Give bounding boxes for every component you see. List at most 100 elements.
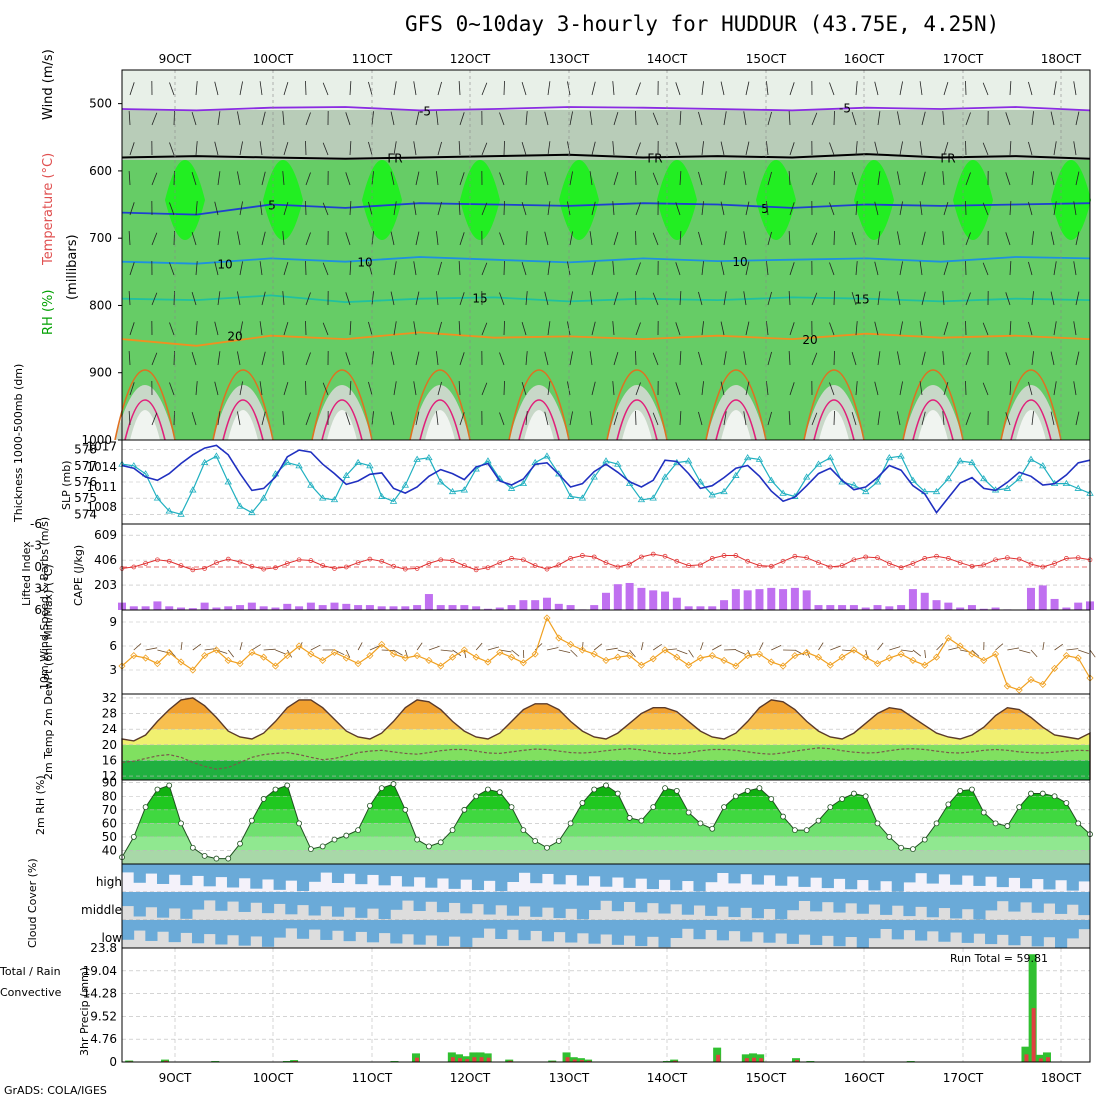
thickness-marker — [389, 497, 398, 504]
cloud-cell — [191, 892, 205, 910]
wind-barb — [982, 262, 989, 276]
cloud-cell — [366, 892, 380, 909]
wind-marker — [956, 642, 964, 650]
surface-barb — [865, 649, 868, 658]
wind-marker — [909, 656, 917, 664]
wind-barb — [698, 351, 703, 366]
thickness-marker — [1062, 479, 1071, 487]
wind-barb — [591, 381, 596, 396]
wind-barb — [701, 321, 704, 336]
wind-barb — [723, 351, 727, 366]
rh-marker — [166, 782, 173, 789]
thickness-marker — [602, 457, 610, 464]
cloud-cell — [483, 920, 496, 929]
wind-barb — [547, 261, 551, 276]
cloud-cell — [938, 920, 951, 942]
cloud-axis: high middle low — [81, 875, 122, 945]
wind-marker — [460, 646, 468, 654]
cape-bar — [318, 605, 327, 610]
rh-tick: 90 — [102, 776, 117, 790]
upper-air-panel: -5 -5 FR FR FR 5 5 10 10 10 15 15 20 20 500 600 700 800 9… — [41, 49, 1091, 447]
slp-tick: 1014 — [86, 460, 117, 474]
thickness-marker — [932, 487, 941, 495]
cloud-cell — [448, 864, 461, 889]
wind-barb — [415, 171, 420, 186]
wind-barb — [305, 81, 307, 96]
wind-barb — [943, 321, 949, 336]
wind-barb — [237, 411, 241, 426]
wind-barb — [305, 321, 307, 336]
wind-barb — [390, 111, 395, 126]
wind-barb — [679, 111, 682, 126]
wind-barb — [283, 261, 289, 276]
wind-barb — [458, 381, 461, 396]
wind-barb — [305, 201, 307, 216]
cloud-cell — [436, 864, 450, 879]
surface-barb — [558, 649, 571, 653]
cloud-cell — [565, 864, 578, 876]
surface-barb — [452, 649, 462, 657]
wind-barb — [675, 322, 681, 336]
li-marker — [969, 563, 975, 569]
thickness-marker — [684, 457, 693, 464]
cape-bar — [165, 606, 174, 610]
wind-barb — [720, 381, 725, 396]
thickness-marker — [873, 478, 882, 485]
surface-barb — [369, 645, 381, 651]
wind-speed-label: 10m Wind Speed & Barbs (m/s) — [38, 517, 51, 690]
wind-barb — [591, 321, 596, 336]
wind-barb — [481, 202, 488, 216]
wind-speed-path — [121, 616, 1091, 691]
cloud-cell — [821, 920, 834, 936]
rh-tick: 50 — [102, 830, 117, 844]
cloud-cell — [1066, 864, 1079, 891]
thickness-tick: 577 — [74, 459, 97, 473]
wind-barb — [345, 292, 351, 306]
cloud-cell — [611, 892, 624, 912]
wind-barb — [874, 321, 879, 336]
wind-barb — [413, 81, 417, 96]
thickness-marker — [578, 494, 587, 501]
li-marker — [155, 557, 160, 563]
cloud-cell — [833, 864, 846, 879]
cape-bar — [129, 606, 138, 610]
cloud-cell — [961, 892, 974, 910]
wind-barb — [921, 411, 926, 426]
wind-barb — [544, 291, 549, 306]
wind-barb — [345, 172, 351, 186]
pressure-tick: 500 — [89, 97, 112, 111]
rh-marker — [461, 806, 468, 813]
cloud-cell — [296, 892, 310, 906]
cape-bar — [649, 590, 658, 610]
wind-barb — [437, 141, 442, 156]
wind-marker — [626, 652, 634, 660]
rh-marker — [284, 782, 291, 789]
li-marker — [863, 554, 869, 560]
bottom-date-tick: 16OCT — [844, 1071, 885, 1085]
li-marker — [202, 566, 207, 571]
thickness-marker — [708, 491, 716, 498]
surface-barb — [475, 642, 483, 651]
cloud-cell — [250, 864, 263, 889]
wind-barb — [217, 171, 221, 186]
wind-barb — [214, 321, 219, 336]
wind-barb — [698, 291, 703, 306]
wind-marker — [224, 656, 232, 664]
rh-marker — [862, 793, 869, 800]
wind-barb — [129, 262, 135, 276]
wind-barb — [591, 141, 596, 156]
top-date-tick: 16OCT — [844, 52, 885, 66]
wind-tick: 9 — [109, 615, 117, 629]
wind-barb — [481, 322, 488, 336]
wind-marker — [319, 656, 327, 664]
contour-label: 10 — [732, 255, 747, 269]
thickness-tick: 576 — [74, 475, 97, 489]
cloud-cell — [611, 920, 624, 945]
wind-barb — [767, 351, 772, 366]
wind-barb — [217, 291, 221, 306]
cloud-cell — [425, 892, 438, 902]
cape-bar — [200, 602, 209, 610]
temp-25-contour — [212, 369, 274, 441]
rh-marker — [827, 804, 834, 810]
wind-barb — [458, 261, 461, 276]
